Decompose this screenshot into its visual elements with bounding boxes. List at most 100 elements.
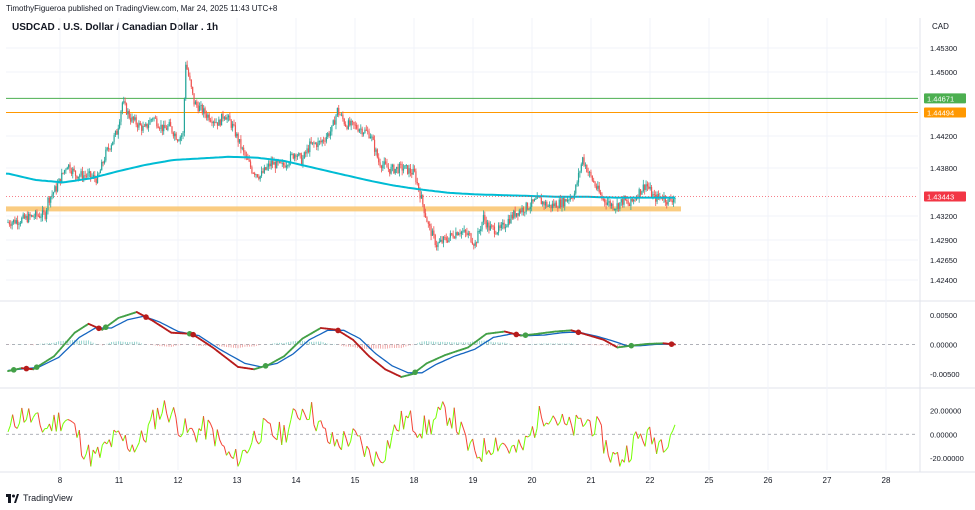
candle-body: [298, 153, 300, 156]
candle-body: [628, 204, 631, 207]
oscillator-line-segment: [46, 423, 50, 429]
oscillator-line-segment: [12, 414, 16, 427]
candle-body: [604, 199, 606, 203]
y-tick-label: 0.00000: [930, 341, 957, 350]
level-price-tag: [924, 107, 966, 118]
candle-body: [555, 202, 558, 208]
oscillator-line-segment: [108, 439, 112, 448]
candle-body: [639, 189, 642, 195]
candle-body: [130, 117, 132, 122]
oscillator-line-segment: [246, 448, 250, 454]
candle-body: [208, 114, 210, 121]
candle-body: [506, 225, 508, 228]
oscillator-line-segment: [285, 429, 290, 443]
oscillator-line-segment: [642, 440, 646, 447]
macd-cross-dot: [412, 369, 418, 376]
candle-body: [274, 162, 276, 169]
candle-body: [451, 233, 453, 235]
candle-body: [493, 226, 496, 234]
candle-body: [620, 199, 622, 203]
candle-body: [54, 186, 56, 193]
oscillator-line-segment: [239, 450, 244, 462]
oscillator-line-segment: [205, 419, 209, 440]
candle-body: [673, 199, 675, 203]
candle-body: [615, 209, 617, 210]
oscillator-line-segment: [442, 401, 446, 408]
candle-body: [484, 214, 486, 221]
oscillator-line-segment: [255, 440, 260, 445]
candle-body: [17, 220, 19, 225]
oscillator-line-segment: [203, 416, 207, 440]
candle-body: [271, 160, 274, 165]
candle-body: [147, 124, 150, 128]
candle-body: [266, 166, 268, 170]
candle-body: [447, 240, 449, 242]
oscillator-line-segment: [147, 419, 152, 426]
y-tick-label: 20.00000: [930, 406, 961, 415]
candle-body: [475, 242, 478, 244]
candle-body: [267, 163, 270, 167]
oscillator-line-segment: [525, 435, 528, 438]
candle-body: [165, 128, 168, 130]
candle-body: [324, 141, 326, 142]
candle-body: [584, 164, 587, 166]
candle-body: [515, 213, 518, 217]
candle-body: [328, 133, 330, 136]
candle-body: [564, 199, 566, 207]
candle-body: [8, 222, 10, 225]
candle-body: [211, 121, 213, 124]
candle-body: [474, 242, 476, 246]
oscillator-line-segment: [331, 432, 336, 447]
candle-body: [212, 121, 214, 124]
candle-body: [368, 131, 370, 139]
candle-body: [345, 124, 347, 127]
oscillator-line-segment: [299, 408, 303, 421]
oscillator-line-segment: [600, 425, 605, 454]
candle-body: [583, 157, 585, 166]
oscillator-line-segment: [582, 423, 586, 428]
candle-body: [10, 224, 12, 226]
candle-body: [15, 220, 17, 224]
candle-body: [408, 168, 410, 174]
candle-body: [135, 117, 137, 125]
candle-body: [420, 195, 423, 199]
y-tick-label: 0.00500: [930, 311, 957, 320]
candle-body: [445, 237, 447, 241]
candle-body: [314, 143, 316, 145]
candle-body: [542, 201, 544, 205]
candle-body: [296, 155, 299, 157]
candle-body: [423, 204, 425, 214]
candle-body: [346, 126, 348, 129]
chart-canvas[interactable]: 8 11 12 13 14 15 18 19 20 21 22 25 26 27 28 1.45300 1.45…: [0, 0, 975, 490]
candle-body: [295, 154, 297, 157]
oscillator-line-segment: [301, 408, 306, 415]
candle-body: [350, 120, 352, 126]
candle-body: [306, 148, 308, 154]
candle-body: [383, 161, 385, 165]
oscillator-line-segment: [288, 419, 292, 430]
candle-body: [513, 210, 515, 219]
candle-body: [244, 151, 246, 156]
candle-body: [236, 133, 238, 137]
candle-body: [462, 231, 464, 233]
candle-body: [145, 123, 147, 127]
oscillator-line-segment: [430, 419, 434, 435]
candle-body: [332, 120, 334, 126]
candle-body: [68, 164, 70, 168]
candle-body: [19, 222, 22, 224]
candle-body: [645, 184, 647, 190]
candle-body: [143, 126, 146, 127]
oscillator-line-segment: [9, 414, 14, 426]
candle-body: [243, 147, 245, 152]
oscillator-line-segment: [25, 408, 30, 420]
candle-body: [36, 211, 38, 216]
macd-cross-dot: [143, 314, 149, 320]
candle-body: [55, 186, 57, 192]
candle-body: [482, 214, 485, 223]
candle-body: [354, 124, 356, 126]
candle-body: [351, 120, 354, 123]
footer-brand[interactable]: TradingView: [6, 493, 73, 503]
candle-body: [331, 125, 333, 132]
candle-body: [33, 216, 35, 218]
candle-body: [492, 225, 494, 227]
